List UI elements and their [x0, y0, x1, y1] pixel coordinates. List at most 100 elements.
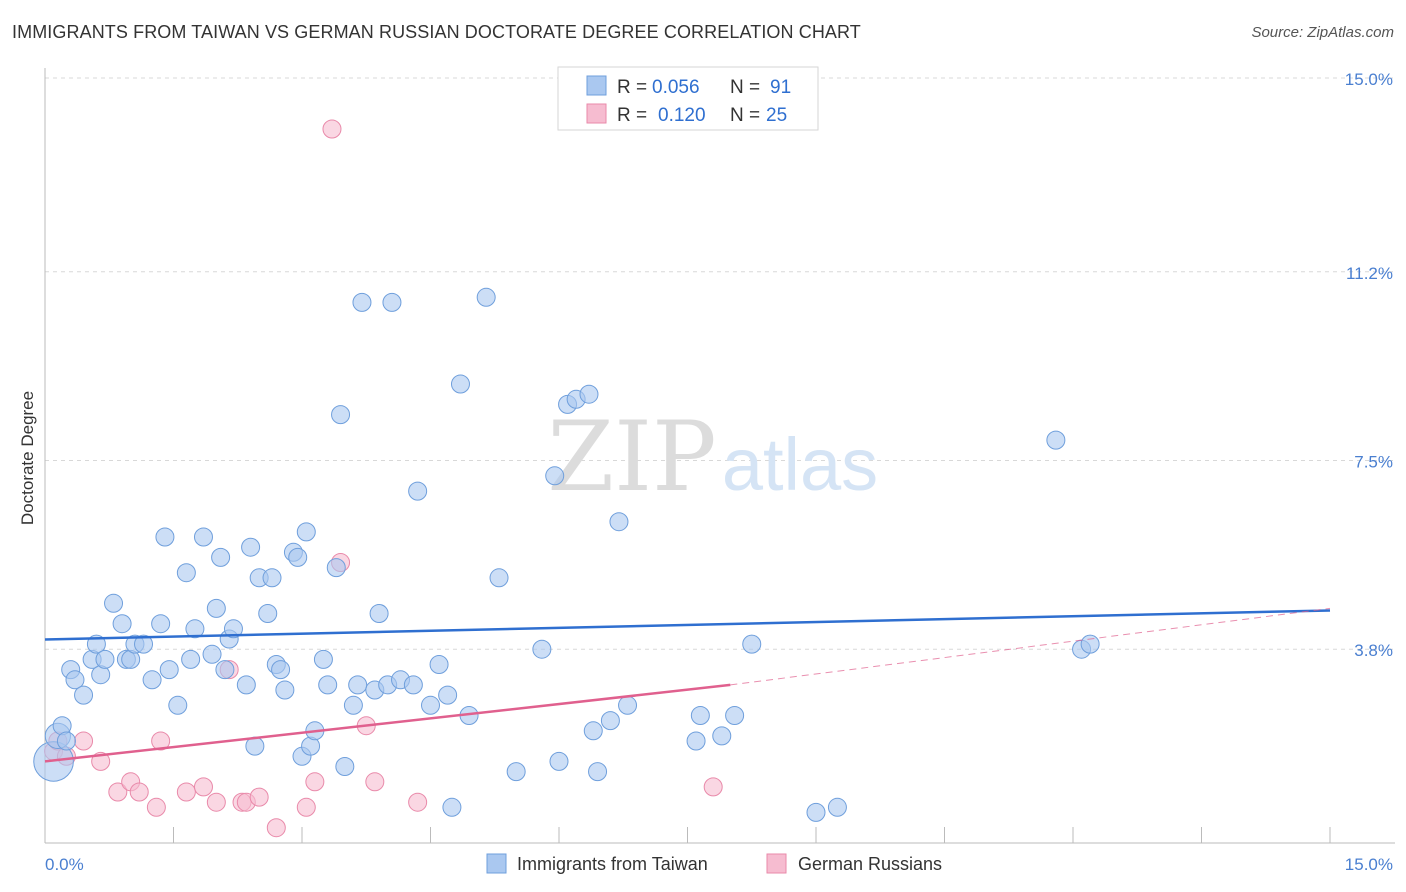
- taiwan-point: [690, 706, 710, 725]
- chart-title: IMMIGRANTS FROM TAIWAN VS GERMAN RUSSIAN…: [12, 22, 861, 42]
- taiwan-point: [579, 384, 599, 404]
- bottom-legend: Immigrants from Taiwan German Russians: [486, 853, 942, 874]
- taiwan-point: [476, 287, 496, 307]
- taiwan-point: [262, 568, 282, 588]
- legend-r-label: R =: [617, 105, 647, 126]
- axes: [44, 68, 1395, 844]
- legend-n-label: N =: [730, 105, 760, 126]
- taiwan-point: [236, 675, 256, 695]
- taiwan-point: [549, 751, 569, 771]
- taiwan-point: [241, 537, 261, 557]
- taiwan-point: [151, 614, 171, 634]
- legend-swatch-pink: [586, 103, 607, 124]
- tick-labels: 3.8% 7.5% 11.2% 15.0% 0.0% 15.0%: [45, 70, 1393, 874]
- legend-r-label: R =: [617, 77, 647, 98]
- german-russians-point: [129, 782, 149, 802]
- trend-lines: [44, 607, 1331, 763]
- taiwan-point: [348, 675, 368, 695]
- taiwan-point: [181, 649, 201, 669]
- taiwan-point: [74, 685, 94, 705]
- bottom-legend-swatch-blue: [486, 853, 507, 874]
- taiwan-point: [95, 649, 115, 669]
- taiwan-point: [326, 558, 346, 578]
- taiwan-point: [450, 374, 470, 394]
- taiwan-point: [532, 639, 552, 659]
- taiwan-point: [331, 405, 351, 425]
- taiwan-point: [168, 695, 188, 715]
- taiwan-point: [176, 563, 196, 583]
- taiwan-point: [408, 481, 428, 501]
- taiwan-point: [65, 670, 85, 690]
- german-russians-point: [146, 797, 166, 817]
- watermark-zip: ZIP: [547, 401, 716, 513]
- taiwan-point: [588, 762, 608, 782]
- taiwan-point: [583, 721, 603, 741]
- german-russians-point: [249, 787, 269, 807]
- legend-r-value: 0.056: [652, 77, 700, 98]
- taiwan-point: [369, 604, 389, 623]
- taiwan-point: [1046, 430, 1066, 450]
- taiwan-point: [686, 731, 706, 751]
- taiwan-point: [827, 797, 847, 817]
- taiwan-point: [112, 614, 132, 634]
- german-russians-point: [305, 772, 325, 792]
- taiwan-point: [742, 634, 762, 654]
- german-russians-point: [296, 797, 316, 817]
- y-tick-label: 7.5%: [1354, 453, 1393, 472]
- taiwan-trend-line: [44, 609, 1331, 641]
- taiwan-point: [421, 695, 440, 715]
- taiwan-point: [489, 568, 509, 588]
- y-tick-label: 11.2%: [1346, 264, 1393, 283]
- taiwan-point: [429, 655, 449, 674]
- german-russians-point: [703, 777, 723, 797]
- gridlines: [45, 77, 1395, 650]
- legend-n-label: N =: [730, 77, 760, 98]
- taiwan-point: [506, 762, 526, 782]
- german-russians-point: [408, 792, 428, 812]
- taiwan-point: [223, 619, 243, 639]
- german-russians-point: [322, 119, 342, 139]
- y-axis-label: Doctorate Degree: [18, 391, 37, 525]
- taiwan-point: [288, 547, 308, 567]
- taiwan-point: [725, 706, 745, 725]
- taiwan-point: [618, 695, 638, 715]
- taiwan-point: [275, 680, 295, 700]
- german-russians-point: [151, 731, 171, 751]
- legend: R = 0.056 N = 91 R = 0.120 N = 25: [557, 66, 819, 131]
- watermark-atlas: atlas: [722, 423, 878, 506]
- taiwan-point: [313, 649, 333, 669]
- taiwan-point: [211, 547, 231, 567]
- german-russians-point: [193, 777, 213, 797]
- taiwan-point: [442, 797, 462, 817]
- legend-n-value: 91: [770, 77, 791, 98]
- taiwan-point: [352, 292, 372, 312]
- series-immigrants-from-taiwan: [33, 287, 1100, 822]
- x-tick-label: 0.0%: [45, 855, 84, 874]
- taiwan-point: [159, 660, 179, 680]
- taiwan-point: [185, 619, 205, 639]
- german-russians-trend-line: [44, 683, 731, 763]
- legend-r-value: 0.120: [658, 105, 706, 126]
- taiwan-point: [104, 593, 124, 613]
- y-tick-label: 15.0%: [1345, 70, 1393, 89]
- taiwan-point: [318, 675, 338, 695]
- taiwan-point: [155, 527, 175, 547]
- taiwan-point: [206, 598, 226, 618]
- german-russians-trend-extension: [730, 607, 1331, 686]
- taiwan-point: [335, 757, 355, 776]
- taiwan-point: [343, 695, 363, 715]
- y-tick-label: 3.8%: [1354, 641, 1393, 660]
- x-tick-label: 15.0%: [1345, 855, 1393, 874]
- taiwan-point: [806, 802, 826, 822]
- german-russians-point: [176, 782, 196, 802]
- german-russians-point: [365, 772, 385, 792]
- source-label: Source: ZipAtlas.com: [1251, 24, 1394, 41]
- taiwan-point: [271, 660, 291, 680]
- taiwan-point: [545, 466, 565, 486]
- taiwan-point: [600, 711, 620, 731]
- taiwan-point: [193, 527, 213, 547]
- taiwan-point: [56, 731, 76, 751]
- german-russians-point: [108, 782, 128, 802]
- watermark: ZIP atlas: [547, 401, 878, 513]
